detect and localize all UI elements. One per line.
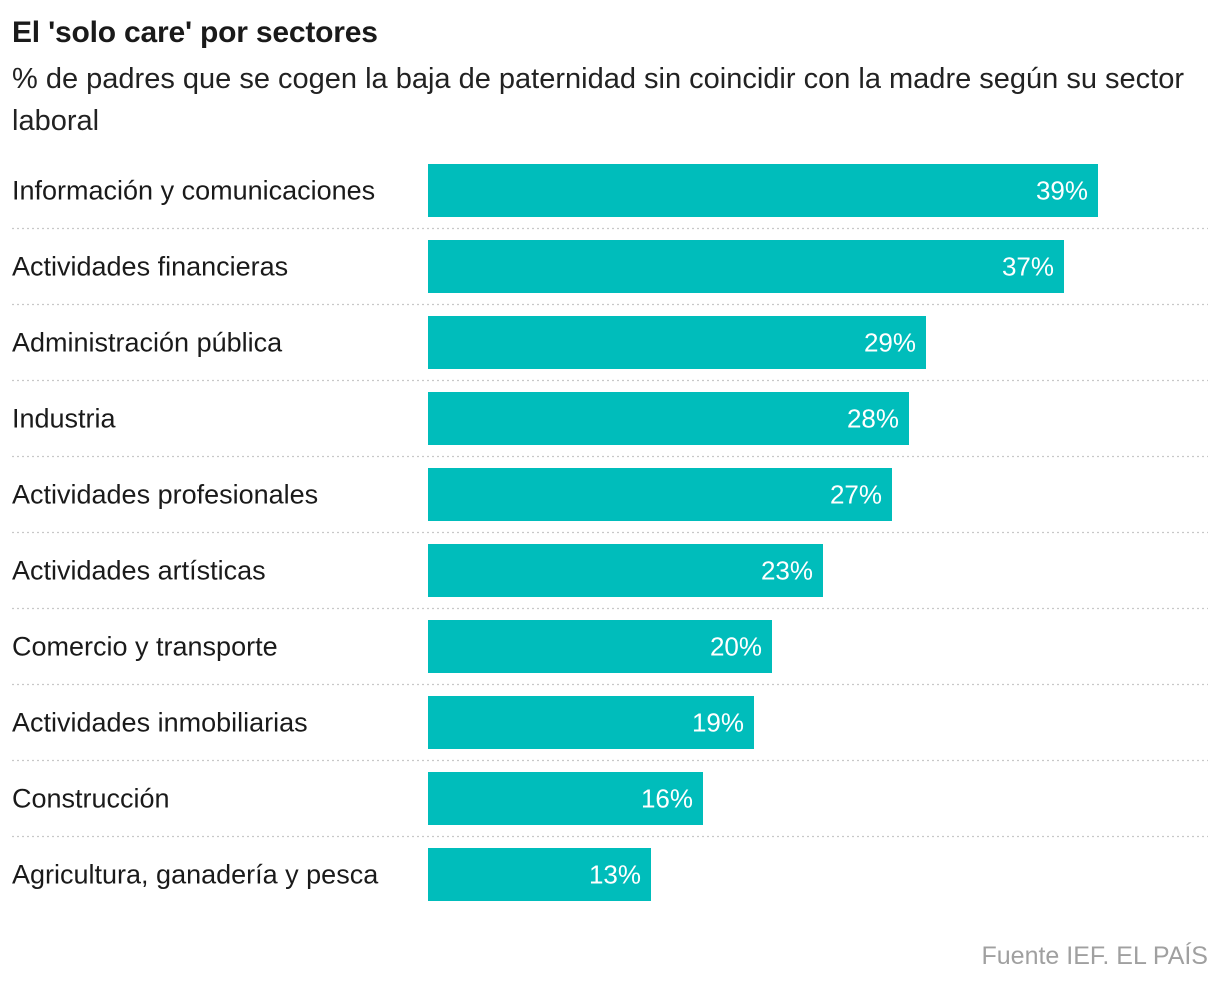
- value-label: 28%: [847, 404, 899, 434]
- category-label: Información y comunicaciones: [12, 176, 375, 206]
- source-credit: Fuente IEF. EL PAÍS: [981, 942, 1208, 970]
- bar-row: Actividades financieras 37%: [12, 240, 1208, 306]
- category-label: Agricultura, ganadería y pesca: [12, 860, 379, 890]
- bar: [428, 392, 909, 445]
- bar-row: Industria 28%: [12, 392, 1208, 458]
- bar: [428, 316, 926, 369]
- bar: [428, 164, 1098, 217]
- category-label: Construcción: [12, 784, 170, 814]
- value-label: 19%: [692, 708, 744, 738]
- bar-row: Administración pública 29%: [12, 316, 1208, 382]
- bar: [428, 468, 892, 521]
- bar-row: Comercio y transporte 20%: [12, 620, 1208, 686]
- bar: [428, 620, 772, 673]
- category-label: Industria: [12, 404, 117, 434]
- value-label: 23%: [761, 556, 813, 586]
- bar: [428, 848, 651, 901]
- bar: [428, 696, 754, 749]
- category-label: Administración pública: [12, 328, 283, 358]
- value-label: 13%: [589, 860, 641, 890]
- category-label: Actividades financieras: [12, 252, 288, 282]
- bar-row: Agricultura, ganadería y pesca 13%: [12, 848, 651, 901]
- value-label: 39%: [1036, 176, 1088, 206]
- bar-row: Información y comunicaciones 39%: [12, 164, 1208, 230]
- bar-row: Actividades profesionales 27%: [12, 468, 1208, 534]
- value-label: 29%: [864, 328, 916, 358]
- category-label: Comercio y transporte: [12, 632, 278, 662]
- category-label: Actividades inmobiliarias: [12, 708, 308, 738]
- bar-row: Actividades inmobiliarias 19%: [12, 696, 1208, 762]
- bar: [428, 240, 1064, 293]
- value-label: 20%: [710, 632, 762, 662]
- value-label: 16%: [641, 784, 693, 814]
- chart-subtitle: % de padres que se cogen la baja de pate…: [12, 63, 1185, 137]
- category-label: Actividades profesionales: [12, 480, 318, 510]
- bar-row: Actividades artísticas 23%: [12, 544, 1208, 610]
- bar: [428, 772, 703, 825]
- value-label: 27%: [830, 480, 882, 510]
- value-label: 37%: [1002, 252, 1054, 282]
- bar-row: Construcción 16%: [12, 772, 1208, 838]
- chart-title: El 'solo care' por sectores: [12, 16, 378, 49]
- bar: [428, 544, 823, 597]
- category-label: Actividades artísticas: [12, 556, 266, 586]
